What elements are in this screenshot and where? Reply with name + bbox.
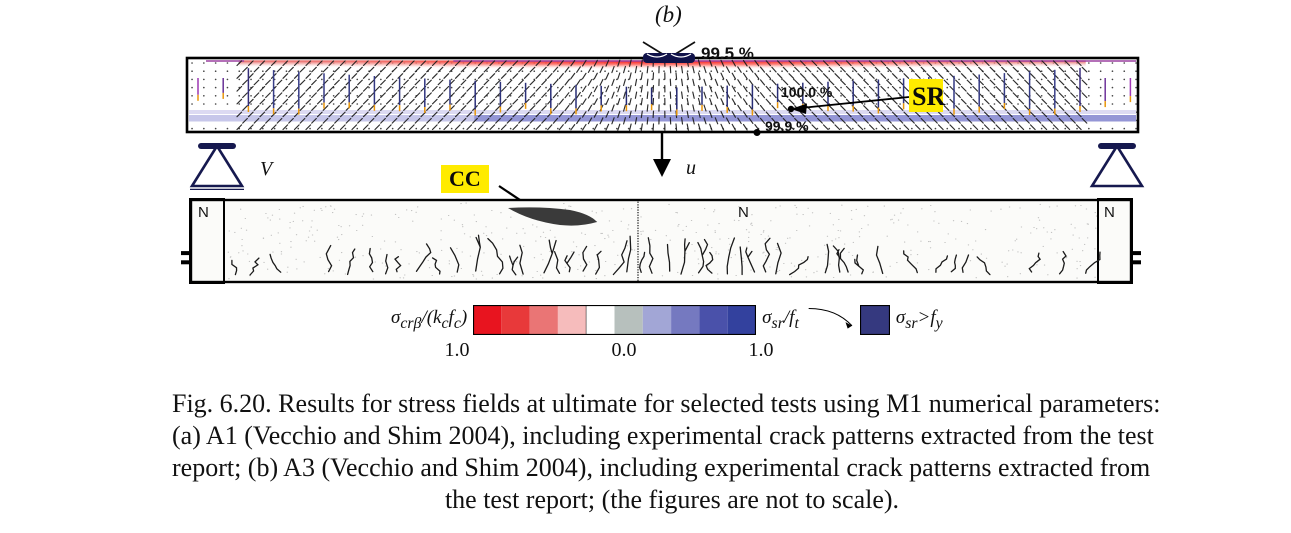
svg-text:99.5 %: 99.5 % — [701, 44, 754, 63]
svg-text:99.9 %: 99.9 % — [765, 118, 809, 134]
svg-text:N: N — [198, 204, 209, 221]
svg-text:SR: SR — [912, 82, 945, 111]
svg-text:N: N — [1104, 204, 1115, 221]
svg-text:N: N — [738, 204, 749, 221]
svg-text:100.0 %: 100.0 % — [781, 84, 833, 100]
